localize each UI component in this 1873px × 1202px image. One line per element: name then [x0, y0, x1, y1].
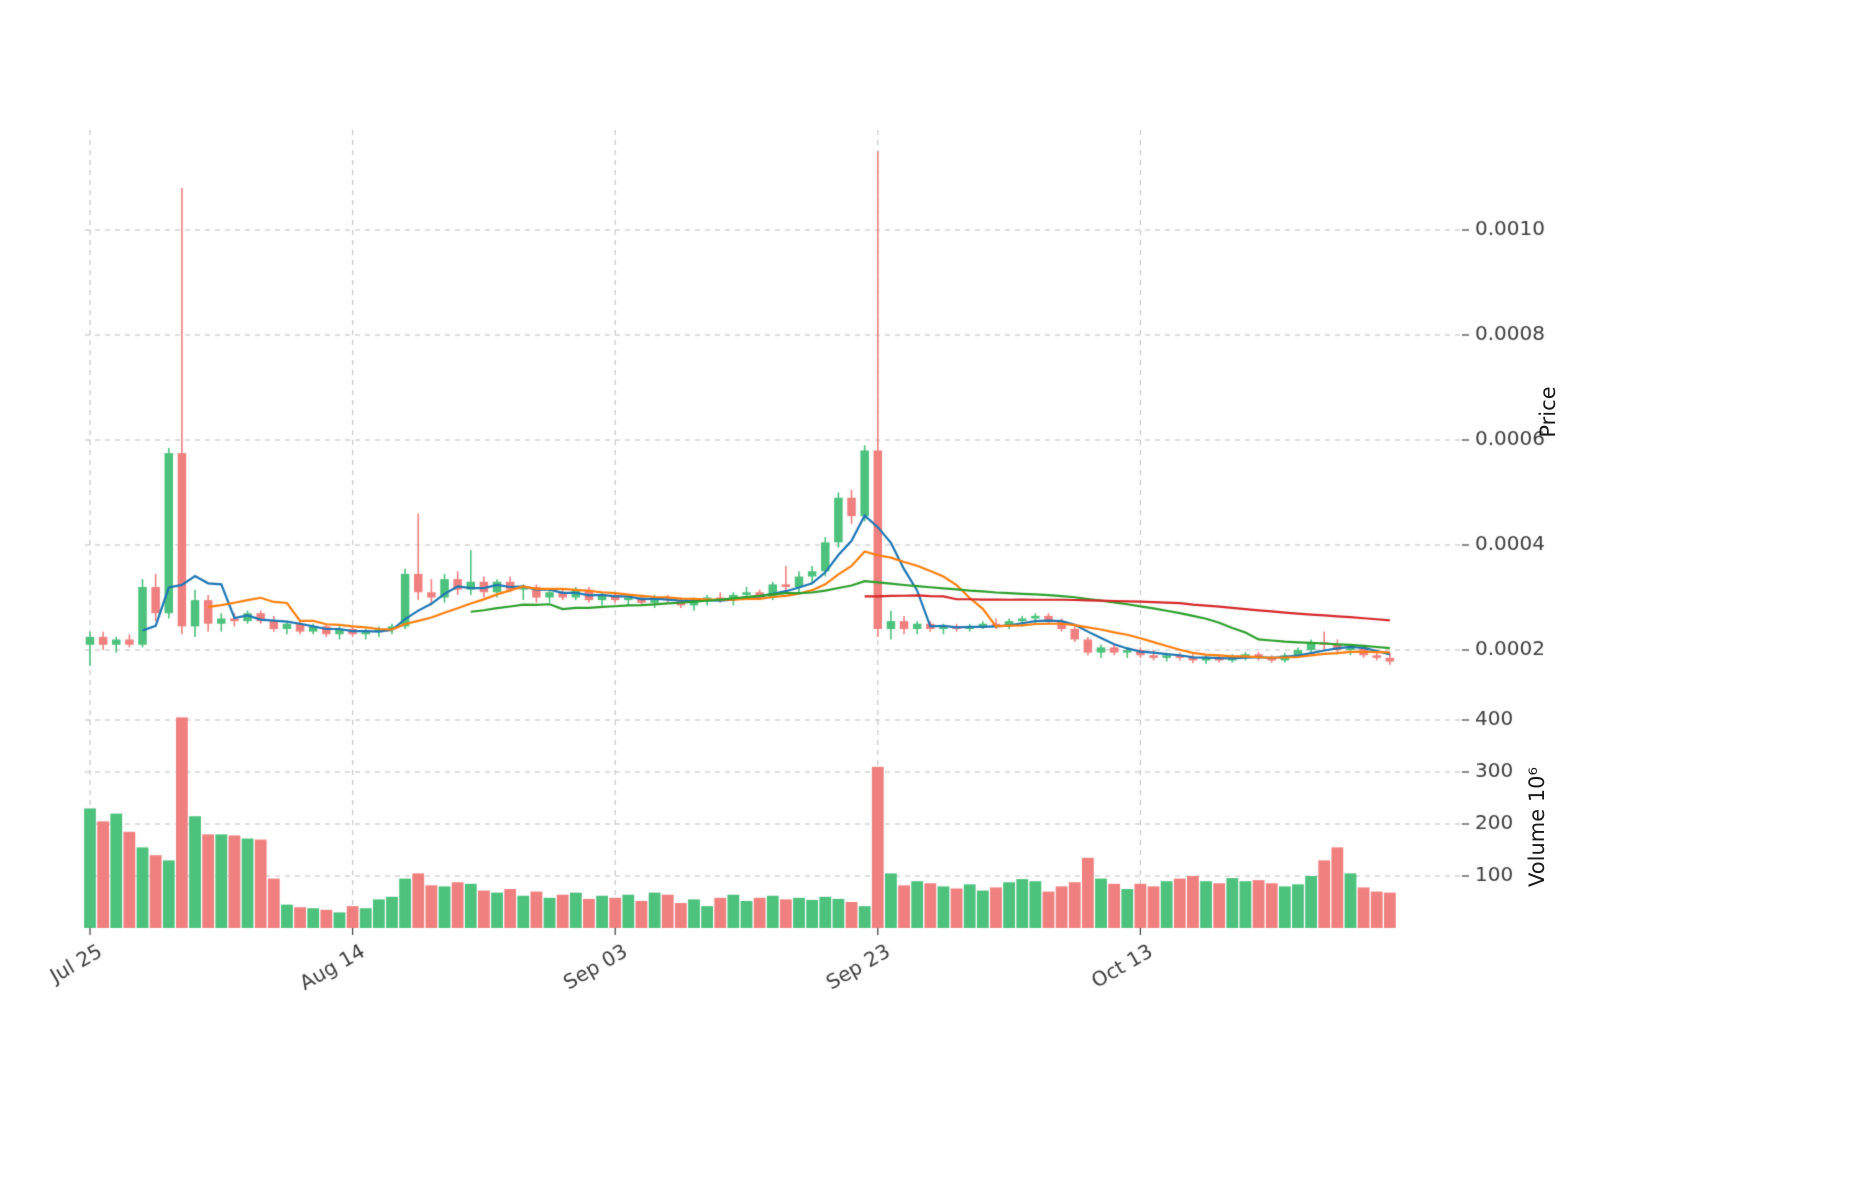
price-axis-label: Price: [1536, 386, 1560, 438]
volume-axis-label: Volume 10⁶: [1525, 767, 1549, 887]
